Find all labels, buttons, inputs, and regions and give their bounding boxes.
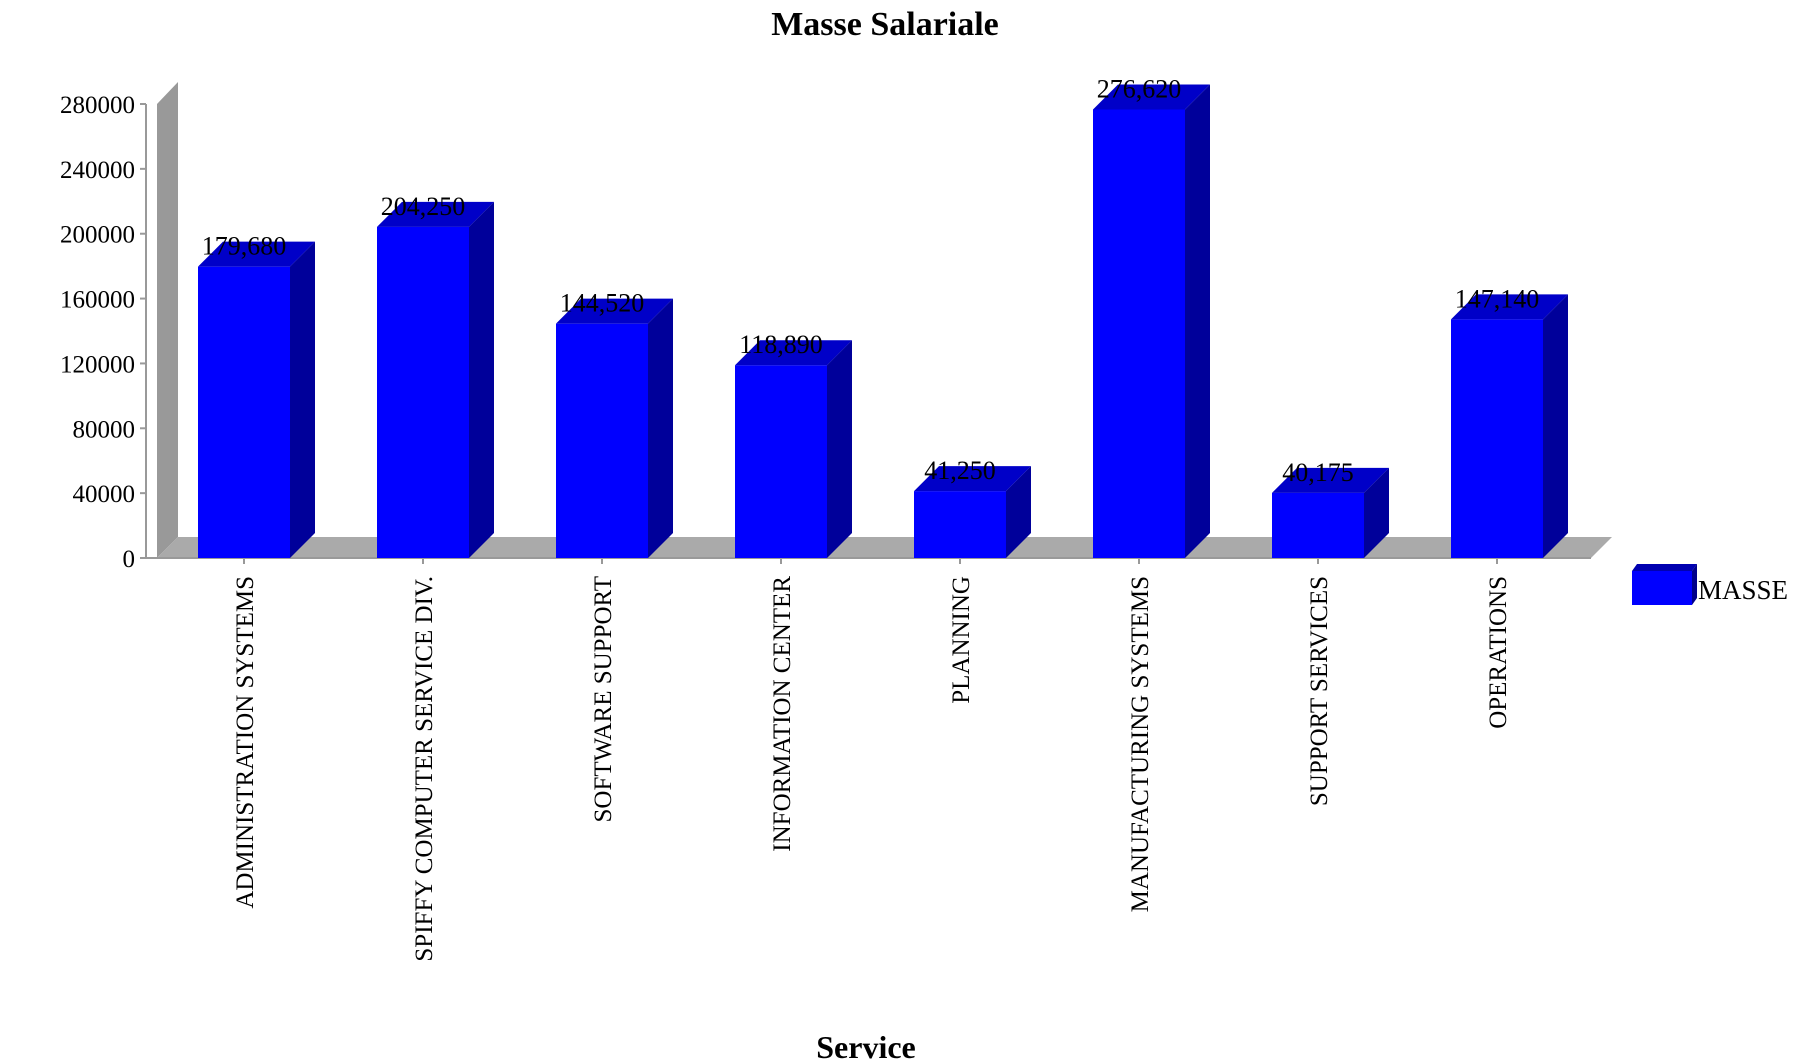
category-label: SPIFFY COMPUTER SERVICE DIV. [411,576,438,962]
category-label: SUPPORT SERVICES [1306,576,1333,806]
bar-front [556,323,648,558]
bar-side [648,298,673,558]
chart-floor [157,537,1612,558]
bar-top [556,298,673,324]
bar-side [1185,84,1210,558]
category-label: INFORMATION CENTER [769,576,796,852]
bar-front [914,491,1006,558]
legend-swatch-side [1692,564,1697,605]
data-label: 40,175 [1282,458,1354,487]
y-tick-label: 120000 [60,351,135,378]
bar-top [1272,467,1389,493]
bar-front [735,365,827,558]
category-label: SOFTWARE SUPPORT [590,576,617,822]
bar-top [1451,294,1568,320]
legend-swatch-top [1632,564,1697,571]
category-label: OPERATIONS [1485,576,1512,729]
bar-side [1006,466,1031,558]
legend-swatch [1632,571,1692,605]
bar [556,298,673,558]
bar-front [198,266,290,558]
bar-top [914,466,1031,492]
bar-side [1543,294,1568,558]
y-axis-wall [157,82,178,558]
bar-top [1093,84,1210,110]
bar [1272,467,1389,558]
bar-top [198,241,315,267]
bar-top [735,340,852,366]
y-tick-label: 40000 [73,481,136,508]
data-label: 144,520 [560,289,645,318]
bar-front [1093,109,1185,558]
data-label: 41,250 [924,456,996,485]
bar [377,201,494,558]
bar [914,466,1031,558]
y-tick-label: 280000 [60,92,135,119]
bar-front [377,226,469,558]
y-tick-label: 0 [123,546,136,573]
data-label: 204,250 [381,192,466,221]
y-tick-label: 240000 [60,157,135,184]
data-label: 179,680 [202,232,287,261]
y-tick-label: 160000 [60,287,135,314]
x-axis-title: Service [816,1029,916,1061]
bar-top [377,201,494,227]
data-label: 118,890 [739,330,823,359]
bar-side [290,241,315,558]
legend-label: MASSE [1698,575,1788,605]
bar [1451,294,1568,558]
bar [1093,84,1210,558]
bar-side [827,340,852,558]
data-label: 276,620 [1097,74,1182,103]
bar-side [469,201,494,558]
bar-front [1272,492,1364,558]
category-label: PLANNING [948,576,975,704]
chart-title: Masse Salariale [771,6,999,43]
legend: MASSE [1632,564,1788,605]
y-tick-label: 200000 [60,222,135,249]
y-tick-label: 80000 [73,416,136,443]
bar-front [1451,319,1543,558]
category-label: ADMINISTRATION SYSTEMS [232,576,259,909]
bar-side [1364,467,1389,558]
category-label: MANUFACTURING SYSTEMS [1127,576,1154,912]
bar [735,340,852,558]
bar [198,241,315,558]
data-label: 147,140 [1455,284,1540,313]
